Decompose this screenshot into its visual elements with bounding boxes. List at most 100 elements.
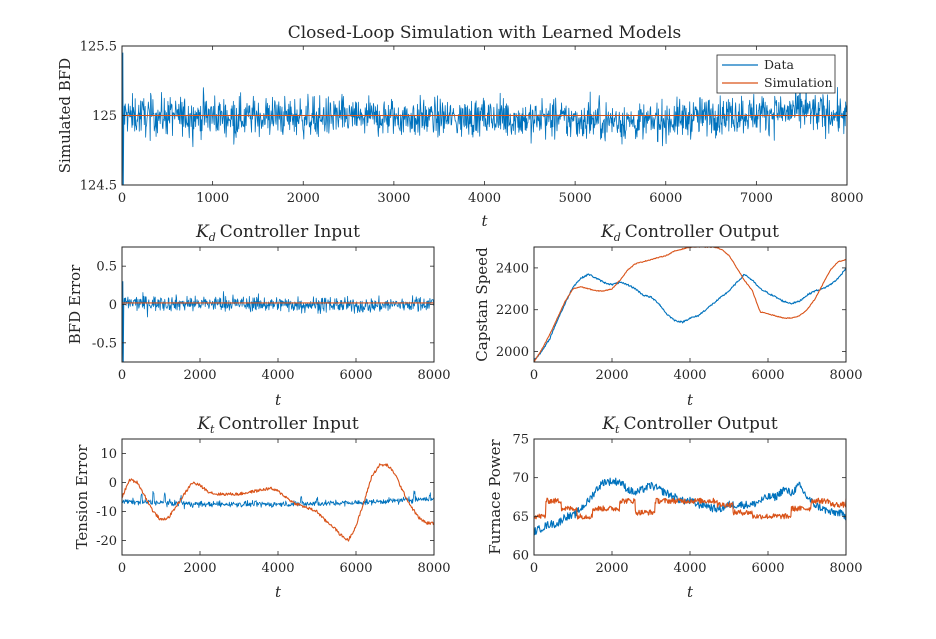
kt-output-title-text: Controller Output: [623, 414, 777, 434]
kt-input-title: Kt Controller Input: [196, 414, 358, 436]
kt-output-series-simulation: [533, 497, 847, 520]
top-series-layer: [121, 52, 848, 186]
kd-output-xtick-label: 6000: [751, 368, 784, 383]
top-ytick-label: 124.5: [80, 179, 117, 194]
plot-kd-output: Kd Controller Output t Capstan Speed 0 200…: [473, 222, 863, 409]
kd-output-title-text: Controller Output: [625, 222, 779, 242]
top-xtick-label: 7000: [740, 191, 773, 206]
kd-input-xlabel: t: [275, 391, 282, 409]
kt-input-xtick-label: 8000: [417, 561, 450, 576]
top-xtick-label: 8000: [830, 191, 863, 206]
kt-output-series-data: [533, 477, 847, 536]
kd-output-title-subscript: d: [614, 231, 621, 244]
kt-output-xtick-label: 6000: [751, 561, 784, 576]
kt-output-ytick-label: 75: [512, 433, 529, 448]
kd-output-xtick-label: 8000: [829, 368, 862, 383]
kt-input-series-data: [121, 490, 435, 510]
kt-input-series-layer: [121, 463, 435, 542]
kd-input-ytick-labels: -0.5 0 0.5: [92, 260, 117, 352]
kt-output-ytick-label: 65: [512, 510, 529, 525]
kd-input-ylabel: BFD Error: [66, 264, 84, 345]
kt-output-xtick-label: 0: [530, 561, 538, 576]
kd-output-ytick-label: 2000: [496, 345, 529, 360]
plot-kt-output: Kt Controller Output t Furnace Power 0 200…: [486, 414, 863, 601]
kt-input-axes-border: [121, 438, 435, 556]
kd-input-title-symbol: K: [195, 222, 210, 242]
kt-input-ytick-label: 10: [100, 447, 117, 462]
plot-top: Closed-Loop Simulation with Learned Mode…: [56, 23, 864, 230]
kd-input-xtick-label: 4000: [261, 368, 294, 383]
top-xtick-label: 6000: [649, 191, 682, 206]
kt-input-ytick-label: -20: [96, 534, 117, 549]
legend-box: [716, 54, 836, 94]
kt-input-xtick-label: 4000: [261, 561, 294, 576]
kt-output-xtick-labels: 0 2000 4000 6000 8000: [530, 561, 863, 576]
kt-output-xlabel: t: [687, 583, 694, 601]
top-axes-border: [121, 45, 848, 186]
kd-input-title: Kd Controller Input: [195, 222, 360, 244]
top-xtick-label: 1000: [196, 191, 229, 206]
kt-input-ytick-label: 0: [109, 476, 117, 491]
kt-input-xtick-label: 0: [118, 561, 126, 576]
top-ylabel: Simulated BFD: [56, 58, 74, 173]
kt-input-axes-frame: [121, 438, 435, 556]
kd-output-xtick-label: 4000: [673, 368, 706, 383]
top-xlabel: t: [481, 212, 488, 230]
kt-input-title-symbol: K: [196, 414, 211, 434]
kd-input-xtick-label: 0: [118, 368, 126, 383]
legend: Data Simulation: [716, 54, 836, 94]
kt-input-xtick-label: 6000: [339, 561, 372, 576]
top-ytick-label: 125.5: [80, 40, 117, 55]
kd-input-title-text: Controller Input: [220, 222, 360, 242]
kt-output-ytick-label: 60: [512, 549, 529, 564]
kd-output-ylabel: Capstan Speed: [473, 247, 491, 362]
legend-label-data: Data: [764, 57, 794, 72]
kd-input-axes-border: [121, 246, 435, 363]
kd-input-ytick-label: 0: [109, 298, 117, 313]
kt-input-xtick-label: 2000: [183, 561, 216, 576]
kd-output-ytick-label: 2400: [496, 261, 529, 276]
kd-output-title: Kd Controller Output: [600, 222, 779, 244]
kt-output-title-subscript: t: [615, 423, 620, 436]
kd-output-xlabel: t: [687, 391, 694, 409]
kt-output-ytick-labels: 60 65 70 75: [512, 433, 529, 564]
kd-output-axes-frame: [533, 246, 847, 363]
kd-output-xtick-label: 0: [530, 368, 538, 383]
plot-kd-input: Kd Controller Input t BFD Error 0 2000 4000…: [66, 222, 451, 409]
kd-input-ytick-label: -0.5: [92, 336, 117, 351]
top-xtick-label: 2000: [287, 191, 320, 206]
kt-input-series-simulation: [121, 463, 435, 542]
kt-output-ylabel: Furnace Power: [486, 439, 504, 555]
kd-output-xtick-labels: 0 2000 4000 6000 8000: [530, 368, 863, 383]
kt-input-ylabel: Tension Error: [73, 444, 91, 550]
kt-output-ytick-label: 70: [512, 471, 529, 486]
kd-input-series-layer: [121, 281, 435, 363]
kd-input-xtick-label: 8000: [417, 368, 450, 383]
kd-output-series-data: [533, 267, 847, 361]
kd-output-title-symbol: K: [600, 222, 615, 242]
kt-output-title: Kt Controller Output: [601, 414, 778, 436]
kt-input-ytick-labels: -20 -10 0 10: [96, 447, 117, 549]
kd-output-ytick-label: 2200: [496, 303, 529, 318]
top-ytick-labels: 124.5 125 125.5: [80, 40, 117, 194]
kt-output-axes-border: [533, 438, 847, 556]
kt-input-ytick-label: -10: [96, 505, 117, 520]
kd-output-axes-border: [533, 246, 847, 363]
top-xtick-label: 5000: [559, 191, 592, 206]
kt-input-xlabel: t: [275, 583, 282, 601]
top-xtick-label: 3000: [377, 191, 410, 206]
kd-input-series-data: [121, 281, 435, 363]
kd-output-xtick-label: 2000: [595, 368, 628, 383]
kd-input-ytick-label: 0.5: [96, 260, 117, 275]
kt-output-xtick-label: 4000: [673, 561, 706, 576]
kd-input-xtick-labels: 0 2000 4000 6000 8000: [118, 368, 451, 383]
kd-output-ytick-labels: 2000 2200 2400: [496, 261, 529, 360]
top-xtick-labels: 0 1000 2000 3000 4000 5000 6000 7000 8000: [118, 191, 864, 206]
top-xtick-label: 0: [118, 191, 126, 206]
kd-input-xtick-label: 2000: [183, 368, 216, 383]
legend-label-simulation: Simulation: [764, 75, 833, 90]
kt-output-xtick-label: 8000: [829, 561, 862, 576]
top-series-data: [121, 52, 848, 186]
kt-output-series-layer: [533, 477, 847, 536]
kt-input-title-subscript: t: [210, 423, 215, 436]
